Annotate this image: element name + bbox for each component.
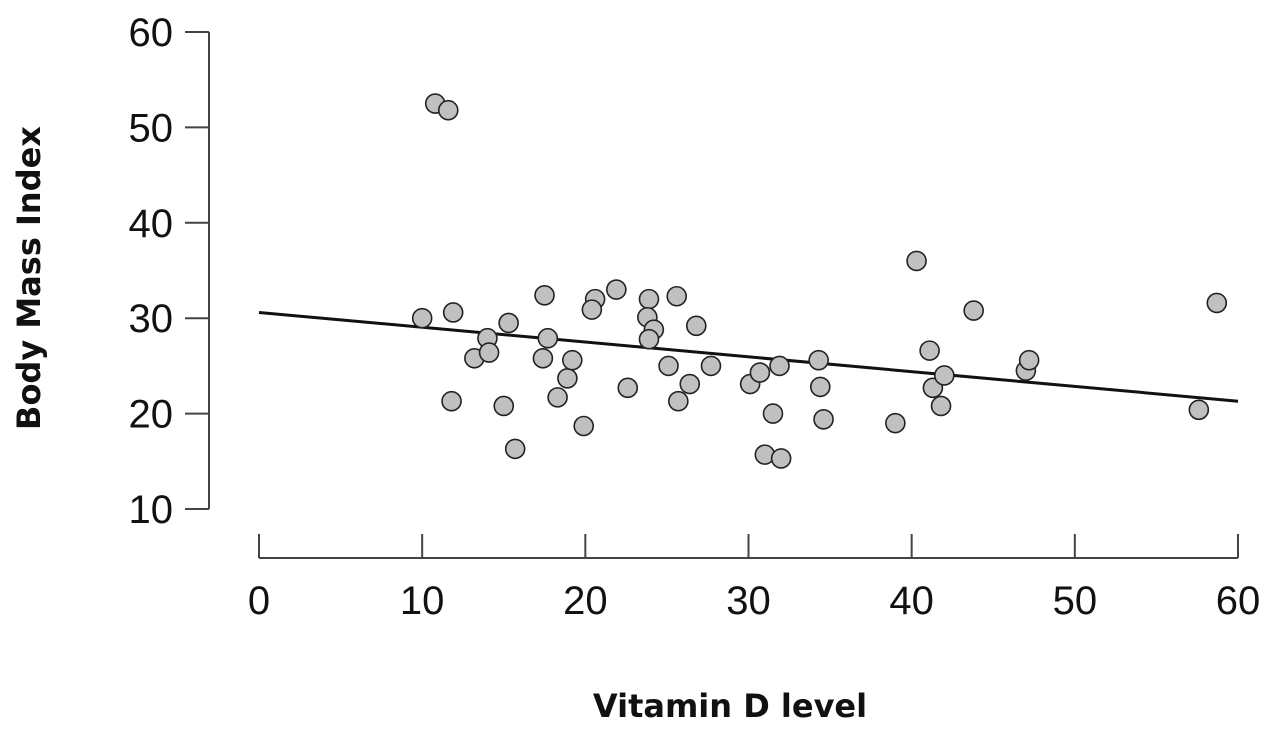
data-point bbox=[537, 327, 559, 349]
data-point bbox=[606, 279, 627, 300]
data-point bbox=[679, 373, 701, 395]
data-point bbox=[498, 312, 519, 334]
data-point bbox=[532, 347, 554, 369]
data-point bbox=[769, 355, 790, 377]
data-point bbox=[478, 342, 500, 363]
data-point bbox=[933, 365, 955, 386]
data-point bbox=[666, 285, 688, 307]
data-point bbox=[638, 288, 660, 310]
data-point bbox=[685, 315, 707, 337]
data-point bbox=[919, 340, 940, 361]
data-point bbox=[700, 355, 722, 377]
data-point bbox=[557, 368, 578, 389]
data-point bbox=[930, 395, 952, 417]
x-tick-label: 30 bbox=[726, 579, 771, 623]
data-point bbox=[441, 390, 462, 412]
data-point bbox=[963, 300, 984, 321]
x-tick-label: 10 bbox=[400, 579, 445, 623]
data-point bbox=[493, 395, 515, 417]
data-point bbox=[658, 355, 679, 377]
data-point bbox=[885, 412, 906, 434]
data-point bbox=[809, 376, 831, 398]
data-point bbox=[1206, 292, 1228, 314]
data-point bbox=[808, 349, 829, 371]
x-tick-label: 0 bbox=[248, 579, 270, 623]
data-point bbox=[437, 99, 459, 121]
data-point bbox=[561, 349, 583, 371]
x-tick-label: 50 bbox=[1053, 579, 1098, 623]
data-point bbox=[442, 302, 464, 323]
x-tick-label: 20 bbox=[563, 579, 608, 623]
y-tick-label: 40 bbox=[129, 202, 174, 246]
data-point bbox=[547, 387, 568, 408]
x-axis: 0 10 20 30 40 50 60 bbox=[248, 534, 1260, 623]
data-point bbox=[617, 377, 639, 399]
data-point bbox=[906, 250, 927, 272]
y-tick-label: 20 bbox=[129, 393, 174, 437]
x-tick-label: 60 bbox=[1216, 579, 1261, 623]
data-point bbox=[581, 299, 603, 320]
x-axis-title: Vitamin D level bbox=[593, 687, 867, 725]
data-point bbox=[749, 362, 771, 383]
data-point bbox=[504, 438, 526, 460]
y-tick-label: 60 bbox=[129, 11, 174, 55]
y-tick-label: 10 bbox=[129, 488, 174, 532]
data-point bbox=[638, 328, 660, 350]
data-point bbox=[770, 448, 792, 469]
x-tick-label: 40 bbox=[889, 579, 934, 623]
y-axis-title: Body Mass Index bbox=[10, 126, 48, 430]
y-tick-label: 30 bbox=[129, 297, 174, 341]
data-point bbox=[1188, 399, 1210, 421]
data-point bbox=[573, 415, 595, 437]
data-point bbox=[762, 403, 784, 424]
y-tick-label: 50 bbox=[129, 106, 174, 150]
y-axis: 10 20 30 40 50 60 bbox=[129, 11, 210, 532]
data-point bbox=[534, 285, 555, 306]
data-point bbox=[668, 390, 689, 412]
points-layer bbox=[411, 93, 1228, 469]
data-point bbox=[813, 409, 834, 430]
data-point bbox=[411, 307, 433, 329]
data-point bbox=[1018, 349, 1040, 371]
